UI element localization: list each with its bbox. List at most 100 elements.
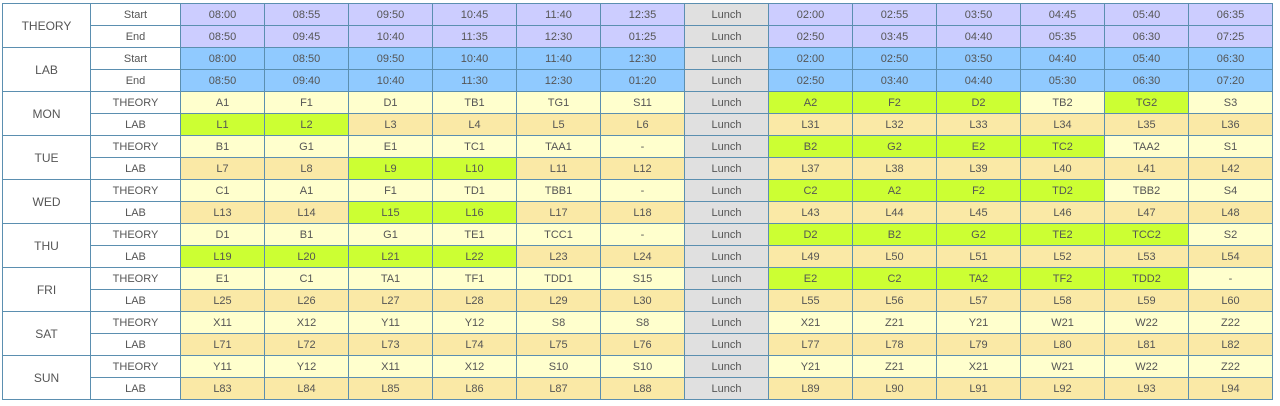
lab-slot-cell[interactable]: L30 <box>600 289 685 312</box>
lab-slot-cell[interactable]: L35 <box>1104 113 1189 136</box>
lab-slot-cell[interactable]: L7 <box>180 157 265 180</box>
theory-slot-cell[interactable]: TCC1 <box>516 223 601 246</box>
lab-slot-cell[interactable]: L36 <box>1188 113 1273 136</box>
theory-slot-cell[interactable]: Y21 <box>768 355 853 378</box>
theory-slot-cell[interactable]: G2 <box>936 223 1021 246</box>
lab-slot-cell[interactable]: L16 <box>432 201 517 224</box>
theory-slot-cell[interactable]: A1 <box>264 179 349 202</box>
lab-slot-cell[interactable]: L13 <box>180 201 265 224</box>
theory-slot-cell[interactable]: TA2 <box>936 267 1021 290</box>
theory-slot-cell[interactable]: TG2 <box>1104 91 1189 114</box>
lab-slot-cell[interactable]: L50 <box>852 245 937 268</box>
lab-slot-cell[interactable]: L45 <box>936 201 1021 224</box>
theory-slot-cell[interactable]: X11 <box>180 311 265 334</box>
lab-slot-cell[interactable]: L53 <box>1104 245 1189 268</box>
lab-slot-cell[interactable]: L41 <box>1104 157 1189 180</box>
lab-slot-cell[interactable]: L37 <box>768 157 853 180</box>
lab-slot-cell[interactable]: L26 <box>264 289 349 312</box>
lab-slot-cell[interactable]: L46 <box>1020 201 1105 224</box>
lab-slot-cell[interactable]: L92 <box>1020 377 1105 400</box>
theory-slot-cell[interactable]: TF1 <box>432 267 517 290</box>
lab-slot-cell[interactable]: L82 <box>1188 333 1273 356</box>
lab-slot-cell[interactable]: L79 <box>936 333 1021 356</box>
theory-slot-cell[interactable]: TC1 <box>432 135 517 158</box>
theory-slot-cell[interactable]: B2 <box>852 223 937 246</box>
theory-slot-cell[interactable]: B2 <box>768 135 853 158</box>
theory-slot-cell[interactable]: S15 <box>600 267 685 290</box>
lab-slot-cell[interactable]: L51 <box>936 245 1021 268</box>
theory-slot-cell[interactable]: Z21 <box>852 355 937 378</box>
theory-slot-cell[interactable]: B1 <box>180 135 265 158</box>
lab-slot-cell[interactable]: L71 <box>180 333 265 356</box>
theory-slot-cell[interactable]: S4 <box>1188 179 1273 202</box>
lab-slot-cell[interactable]: L57 <box>936 289 1021 312</box>
theory-slot-cell[interactable]: Z22 <box>1188 355 1273 378</box>
lab-slot-cell[interactable]: L89 <box>768 377 853 400</box>
lab-slot-cell[interactable]: L78 <box>852 333 937 356</box>
theory-slot-cell[interactable]: S3 <box>1188 91 1273 114</box>
lab-slot-cell[interactable]: L91 <box>936 377 1021 400</box>
theory-slot-cell[interactable]: TD1 <box>432 179 517 202</box>
lab-slot-cell[interactable]: L47 <box>1104 201 1189 224</box>
theory-slot-cell[interactable]: W21 <box>1020 311 1105 334</box>
lab-slot-cell[interactable]: L5 <box>516 113 601 136</box>
lab-slot-cell[interactable]: L80 <box>1020 333 1105 356</box>
lab-slot-cell[interactable]: L6 <box>600 113 685 136</box>
theory-slot-cell[interactable]: S1 <box>1188 135 1273 158</box>
theory-slot-cell[interactable]: TAA2 <box>1104 135 1189 158</box>
theory-slot-cell[interactable]: - <box>600 135 685 158</box>
theory-slot-cell[interactable]: S10 <box>600 355 685 378</box>
theory-slot-cell[interactable]: A2 <box>768 91 853 114</box>
theory-slot-cell[interactable]: A1 <box>180 91 265 114</box>
lab-slot-cell[interactable]: L77 <box>768 333 853 356</box>
lab-slot-cell[interactable]: L32 <box>852 113 937 136</box>
theory-slot-cell[interactable]: W22 <box>1104 311 1189 334</box>
theory-slot-cell[interactable]: S11 <box>600 91 685 114</box>
lab-slot-cell[interactable]: L84 <box>264 377 349 400</box>
lab-slot-cell[interactable]: L20 <box>264 245 349 268</box>
theory-slot-cell[interactable]: Y21 <box>936 311 1021 334</box>
theory-slot-cell[interactable]: E2 <box>936 135 1021 158</box>
lab-slot-cell[interactable]: L2 <box>264 113 349 136</box>
lab-slot-cell[interactable]: L72 <box>264 333 349 356</box>
lab-slot-cell[interactable]: L38 <box>852 157 937 180</box>
lab-slot-cell[interactable]: L24 <box>600 245 685 268</box>
lab-slot-cell[interactable]: L52 <box>1020 245 1105 268</box>
lab-slot-cell[interactable]: L54 <box>1188 245 1273 268</box>
theory-slot-cell[interactable]: TDD1 <box>516 267 601 290</box>
lab-slot-cell[interactable]: L59 <box>1104 289 1189 312</box>
lab-slot-cell[interactable]: L34 <box>1020 113 1105 136</box>
lab-slot-cell[interactable]: L40 <box>1020 157 1105 180</box>
theory-slot-cell[interactable]: G2 <box>852 135 937 158</box>
lab-slot-cell[interactable]: L58 <box>1020 289 1105 312</box>
theory-slot-cell[interactable]: X12 <box>432 355 517 378</box>
theory-slot-cell[interactable]: TDD2 <box>1104 267 1189 290</box>
lab-slot-cell[interactable]: L83 <box>180 377 265 400</box>
theory-slot-cell[interactable]: S2 <box>1188 223 1273 246</box>
theory-slot-cell[interactable]: G1 <box>348 223 433 246</box>
lab-slot-cell[interactable]: L43 <box>768 201 853 224</box>
lab-slot-cell[interactable]: L12 <box>600 157 685 180</box>
theory-slot-cell[interactable]: S10 <box>516 355 601 378</box>
lab-slot-cell[interactable]: L86 <box>432 377 517 400</box>
lab-slot-cell[interactable]: L33 <box>936 113 1021 136</box>
theory-slot-cell[interactable]: Y12 <box>432 311 517 334</box>
theory-slot-cell[interactable]: Y11 <box>180 355 265 378</box>
lab-slot-cell[interactable]: L3 <box>348 113 433 136</box>
theory-slot-cell[interactable]: D1 <box>348 91 433 114</box>
theory-slot-cell[interactable]: TA1 <box>348 267 433 290</box>
theory-slot-cell[interactable]: C1 <box>180 179 265 202</box>
theory-slot-cell[interactable]: A2 <box>852 179 937 202</box>
theory-slot-cell[interactable]: D2 <box>768 223 853 246</box>
lab-slot-cell[interactable]: L39 <box>936 157 1021 180</box>
theory-slot-cell[interactable]: E1 <box>180 267 265 290</box>
theory-slot-cell[interactable]: S8 <box>600 311 685 334</box>
lab-slot-cell[interactable]: L10 <box>432 157 517 180</box>
lab-slot-cell[interactable]: L94 <box>1188 377 1273 400</box>
theory-slot-cell[interactable]: D1 <box>180 223 265 246</box>
lab-slot-cell[interactable]: L76 <box>600 333 685 356</box>
lab-slot-cell[interactable]: L44 <box>852 201 937 224</box>
theory-slot-cell[interactable]: TE1 <box>432 223 517 246</box>
theory-slot-cell[interactable]: C1 <box>264 267 349 290</box>
lab-slot-cell[interactable]: L60 <box>1188 289 1273 312</box>
